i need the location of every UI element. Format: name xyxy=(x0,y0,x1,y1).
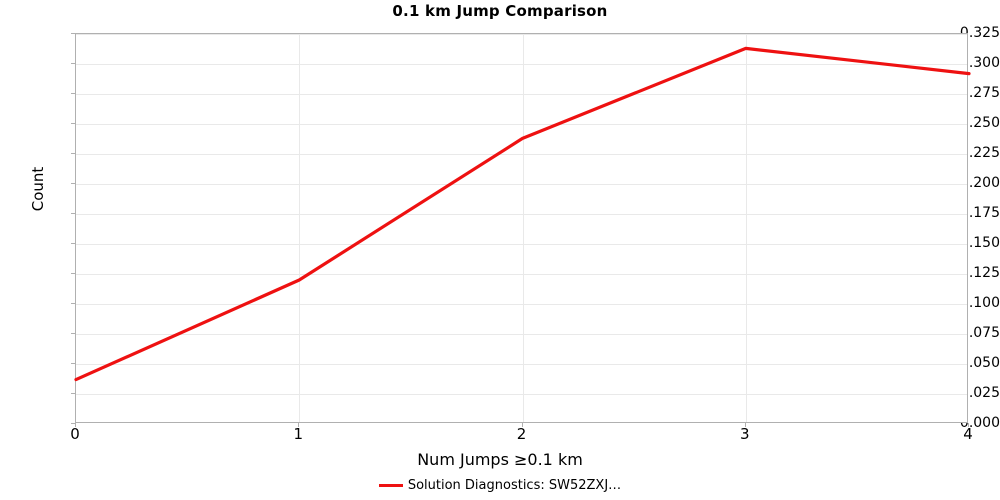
chart-legend: Solution Diagnostics: SW52ZXJ… xyxy=(0,478,1000,493)
y-axis-tick-mark xyxy=(71,63,75,64)
series-line-layer xyxy=(74,46,971,382)
x-axis-tick-mark xyxy=(968,423,969,427)
gridline-horizontal xyxy=(76,184,967,185)
y-axis-tick-mark xyxy=(71,393,75,394)
x-axis-tick-mark xyxy=(521,423,523,427)
gridline-vertical xyxy=(745,34,747,422)
gridline-horizontal xyxy=(76,334,967,335)
y-axis-tick-label: 0.250 xyxy=(959,115,1000,131)
gridline-vertical xyxy=(299,34,301,422)
x-axis-label: Num Jumps ≥0.1 km xyxy=(417,450,583,469)
gridline-vertical xyxy=(522,34,524,422)
y-axis-tick-label: 0.200 xyxy=(959,175,1000,191)
y-axis-tick-mark xyxy=(71,153,75,154)
gridline-horizontal xyxy=(76,34,967,35)
x-axis-tick-mark xyxy=(298,423,300,427)
y-axis-tick-mark xyxy=(71,333,75,334)
y-axis-tick-mark xyxy=(71,33,75,34)
y-axis-tick-label: 0.000 xyxy=(959,415,1000,431)
gridline-horizontal xyxy=(76,124,967,125)
y-axis-tick-mark xyxy=(71,273,75,274)
x-axis-tick-mark xyxy=(744,423,746,427)
y-axis-tick-label: 0.275 xyxy=(959,85,1000,101)
y-axis-tick-mark xyxy=(71,303,75,304)
gridline-horizontal xyxy=(76,394,967,395)
y-axis-tick-label: 0.175 xyxy=(959,205,1000,221)
gridline-horizontal xyxy=(76,304,967,305)
x-axis-tick-label: 4 xyxy=(963,425,973,443)
gridline-horizontal xyxy=(76,364,967,365)
y-axis-tick-label: 0.100 xyxy=(959,295,1000,311)
chart-title: 0.1 km Jump Comparison xyxy=(392,2,608,20)
y-axis-tick-label: 0.050 xyxy=(959,355,1000,371)
gridline-horizontal xyxy=(76,214,967,215)
x-axis-tick-label: 3 xyxy=(739,425,750,443)
gridline-horizontal xyxy=(76,154,967,155)
y-axis-tick-label: 0.225 xyxy=(959,145,1000,161)
y-axis-tick-mark xyxy=(71,243,75,244)
gridline-horizontal xyxy=(76,64,967,65)
y-axis-tick-label: 0.125 xyxy=(959,265,1000,281)
gridline-horizontal xyxy=(76,244,967,245)
y-axis-tick-mark xyxy=(71,213,75,214)
x-axis-tick-label: 0 xyxy=(70,425,80,443)
x-axis-tick-label: 2 xyxy=(516,425,527,443)
y-axis-label: Count xyxy=(29,166,47,212)
series-line xyxy=(74,46,971,382)
x-axis-tick-mark xyxy=(75,423,76,427)
x-axis-tick-label: 1 xyxy=(293,425,304,443)
y-axis-tick-label: 0.150 xyxy=(959,235,1000,251)
y-axis-tick-label: 0.075 xyxy=(959,325,1000,341)
y-axis-tick-mark xyxy=(71,123,75,124)
gridline-horizontal xyxy=(76,94,967,95)
y-axis-tick-mark xyxy=(71,363,75,364)
plot-area xyxy=(74,33,971,423)
legend-entry[interactable]: Solution Diagnostics: SW52ZXJ… xyxy=(378,478,622,493)
y-axis-tick-label: 0.300 xyxy=(959,55,1000,71)
y-axis-tick-mark xyxy=(71,423,75,424)
y-axis-tick-mark xyxy=(71,183,75,184)
gridline-horizontal xyxy=(76,274,967,275)
legend-label: Solution Diagnostics: SW52ZXJ… xyxy=(407,478,622,493)
legend-color-swatch xyxy=(378,484,403,487)
y-axis-tick-mark xyxy=(71,93,75,94)
y-axis-tick-label: 0.025 xyxy=(959,385,1000,401)
y-axis-tick-label: 0.325 xyxy=(959,25,1000,41)
